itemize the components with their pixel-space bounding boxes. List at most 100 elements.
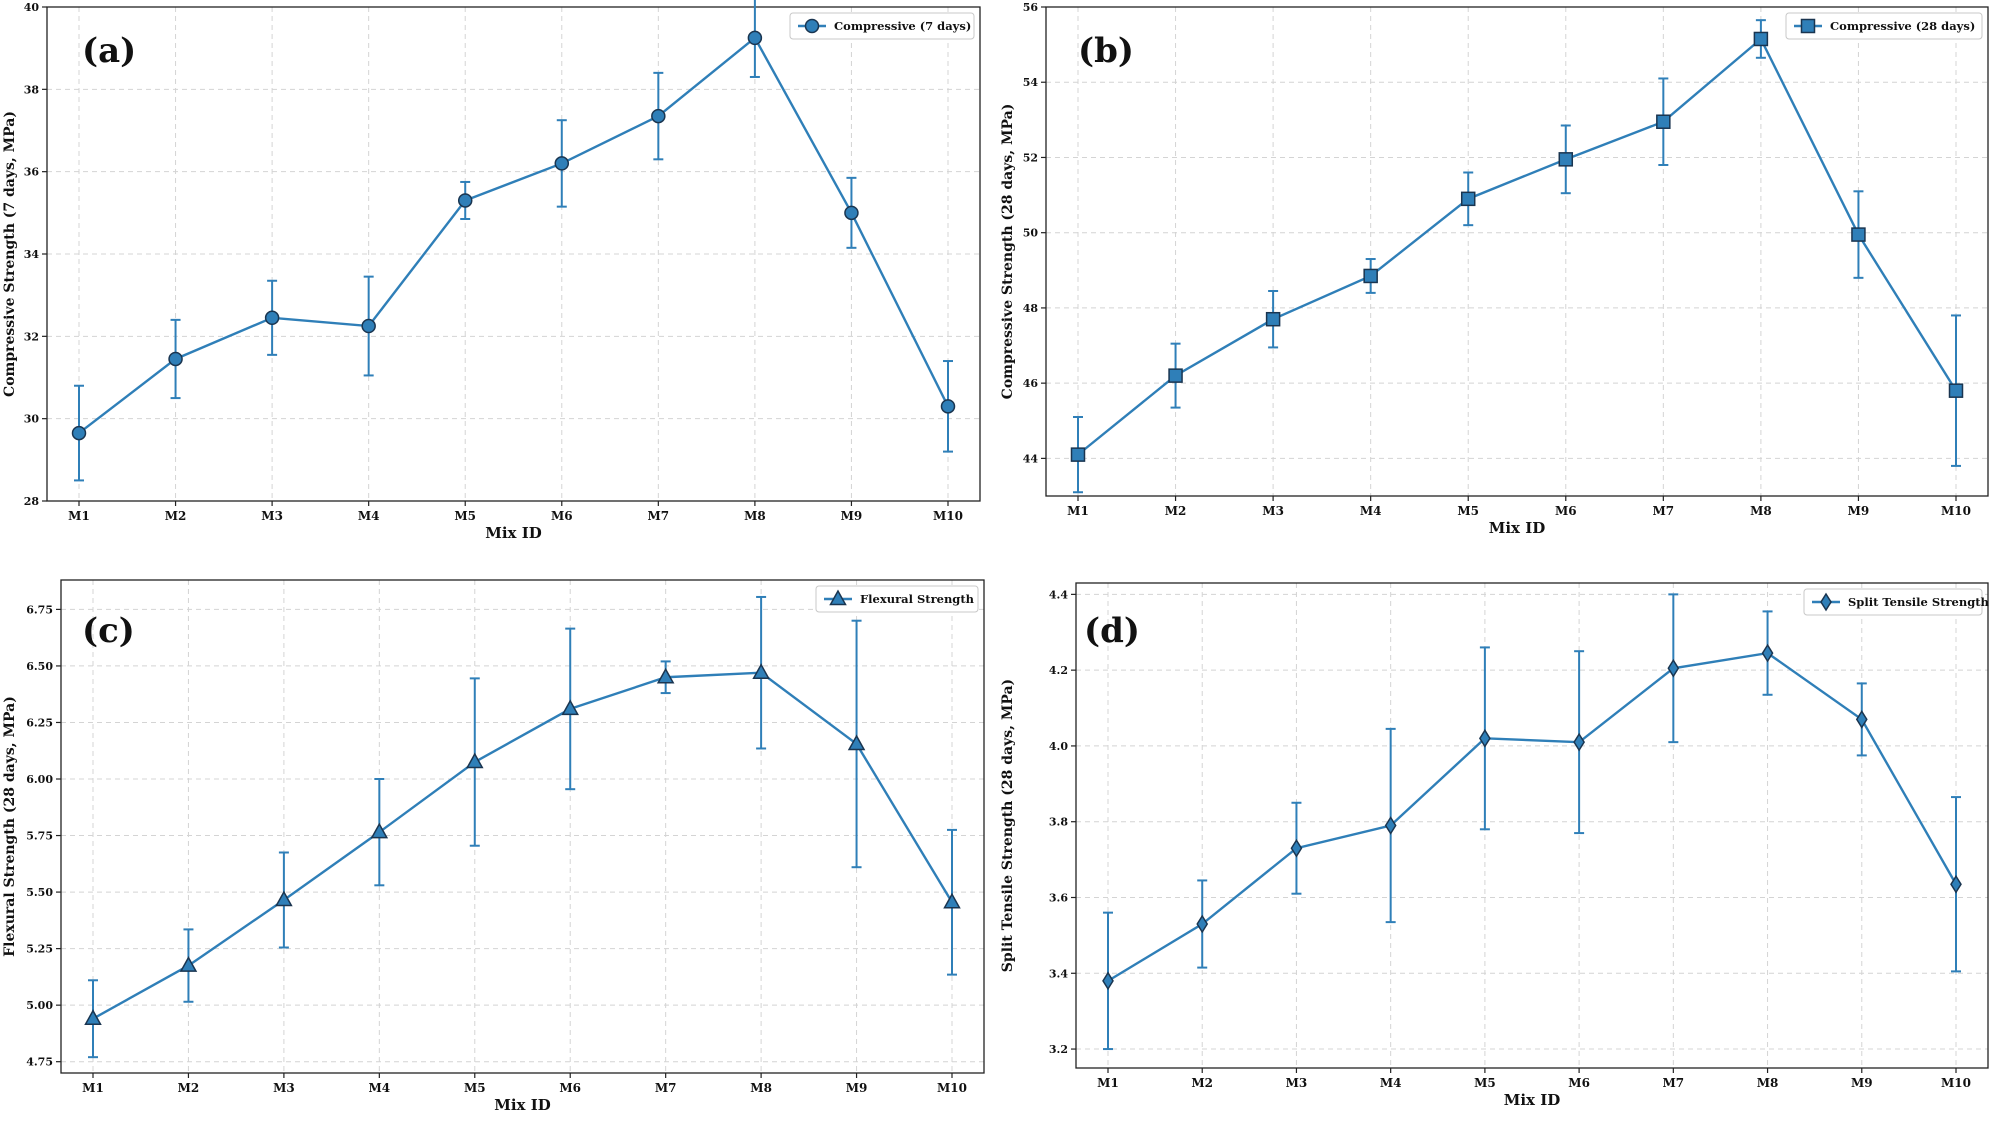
legend-box (789, 12, 975, 40)
x-tick-label: M1 (68, 509, 90, 523)
x-tick-label: M8 (750, 1081, 772, 1095)
x-tick-label: M9 (1851, 1076, 1873, 1090)
y-axis-ticks: 4.75 5.00 5.25 5.50 5.75 6.00 6.25 6.50 6.75 (26, 603, 61, 1069)
x-tick-label: M10 (1941, 1076, 1971, 1090)
data-point-marker (1820, 592, 1832, 612)
panel-label: (d) (1084, 611, 1140, 651)
x-tick-label: M6 (551, 509, 573, 523)
grid-lines (47, 6, 980, 502)
y-axis-ticks: 44 46 48 50 52 54 56 (1023, 1, 1046, 465)
data-point-marker (179, 956, 198, 972)
y-tick-label: 54 (1023, 76, 1039, 89)
legend-box (1785, 12, 1983, 40)
x-tick-label: M4 (358, 509, 380, 523)
legend-label: Compressive (28 days) (1830, 19, 1975, 33)
plot-frame (1075, 582, 1989, 1069)
x-axis-ticks: M1 M2 M3 M4 M5 M6 M7 M8 M9 M10 (1097, 1068, 1971, 1090)
data-point-marker (264, 310, 280, 326)
y-tick-label: 34 (24, 248, 40, 261)
y-tick-label: 38 (24, 83, 40, 96)
x-tick-label: M2 (1191, 1076, 1213, 1090)
x-tick-label: M7 (1663, 1076, 1685, 1090)
data-point-marker (1851, 227, 1866, 242)
x-tick-label: M3 (261, 509, 283, 523)
data-point-marker (943, 892, 961, 909)
x-tick-label: M8 (1750, 504, 1772, 518)
data-point-markers (1102, 643, 1962, 991)
x-tick-label: M2 (178, 1081, 200, 1095)
data-point-marker (466, 752, 484, 769)
y-tick-label: 56 (1023, 1, 1039, 14)
y-tick-label: 40 (24, 1, 40, 14)
data-point-marker (844, 205, 859, 221)
plot-frame (1045, 6, 1989, 497)
data-point-marker (1573, 732, 1585, 752)
x-tick-label: M8 (1757, 1076, 1779, 1090)
data-point-marker (1761, 643, 1774, 663)
data-point-marker (1102, 971, 1114, 991)
chart-panel-b: 44 46 48 50 52 54 56 M1 M2 M3 M4 M5 M6 M7 M8 M9 M10 Mix I… (998, 0, 1996, 560)
data-point-marker (940, 399, 956, 414)
data-point-marker (1290, 838, 1303, 858)
legend: Flexural Strength (815, 585, 979, 613)
x-tick-label: M2 (1165, 504, 1187, 518)
grid-lines (61, 580, 984, 1073)
chart-svg: 3.23.43.63.84.04.24.4M1 M2 M3 M4 M5 M6 M7 M8 M9 M… (1000, 582, 1990, 1109)
data-point-marker (1950, 874, 1962, 894)
x-tick-label: M8 (744, 509, 766, 523)
x-tick-label: M7 (1653, 504, 1675, 518)
data-point-marker (1479, 728, 1491, 748)
data-point-marker (651, 108, 666, 124)
data-point-marker (1667, 658, 1680, 678)
x-tick-label: M5 (464, 1081, 486, 1095)
x-tick-label: M9 (841, 509, 863, 523)
y-tick-label: 3.2 (1049, 1043, 1068, 1056)
data-point-marker (1800, 18, 1816, 34)
data-point-marker (561, 699, 579, 716)
data-point-marker (1855, 709, 1868, 729)
series-line (78, 36, 950, 435)
data-point-markers (84, 663, 961, 1025)
y-tick-label: 3.4 (1049, 967, 1068, 980)
chart-svg: 4.75 5.00 5.25 5.50 5.75 6.00 6.25 6.50 6.75 M1 M2… (2, 579, 985, 1114)
data-point-marker (804, 18, 820, 34)
legend-label: Compressive (7 days) (834, 19, 971, 33)
data-point-marker (168, 351, 183, 367)
panel-label: (b) (1078, 31, 1134, 71)
y-tick-label: 50 (1023, 227, 1039, 240)
y-axis-label: Compressive Strength (7 days, MPa) (2, 111, 18, 397)
x-tick-label: M7 (648, 509, 670, 523)
chart-svg: 44 46 48 50 52 54 56 M1 M2 M3 M4 M5 M6 M7 M8 M9 M10 Mix I… (1000, 1, 1989, 537)
data-point-marker (656, 667, 675, 684)
y-axis-label: Split Tensile Strength (28 days, MPa) (1000, 679, 1016, 972)
legend: Compressive (28 days) (1785, 12, 1983, 40)
x-tick-label: M10 (1941, 504, 1971, 518)
y-tick-label: 6.00 (26, 773, 53, 786)
x-axis-label: Mix ID (1489, 519, 1546, 537)
y-tick-label: 44 (1023, 452, 1039, 465)
panel-label: (c) (82, 611, 135, 651)
data-point-marker (1196, 914, 1209, 934)
data-point-marker (1948, 383, 1964, 398)
data-point-marker (1363, 268, 1378, 284)
grid-lines (1076, 583, 1988, 1068)
y-tick-label: 6.50 (26, 660, 53, 673)
y-tick-label: 4.4 (1049, 588, 1068, 601)
data-point-marker (752, 663, 770, 679)
data-point-marker (457, 193, 473, 208)
y-tick-label: 52 (1023, 151, 1038, 164)
data-point-marker (554, 156, 570, 171)
x-tick-label: M3 (1286, 1076, 1308, 1090)
y-axis-ticks: 3.2 3.4 3.6 3.8 4.0 4.2 4.4 (1049, 588, 1076, 1056)
data-point-marker (370, 822, 389, 839)
data-point-marker (71, 425, 87, 441)
legend-box (1803, 588, 1983, 616)
chart-svg: 28 30 32 34 36 38 40 M1 M2 M3 M4 M5 M6 M7 M8 M9 M10 Mix I… (2, 0, 981, 542)
x-axis-label: Mix ID (494, 1096, 551, 1114)
x-tick-label: M1 (82, 1081, 104, 1095)
x-tick-label: M3 (1262, 504, 1284, 518)
x-tick-label: M9 (846, 1081, 868, 1095)
error-bars (74, 0, 953, 482)
y-tick-label: 32 (24, 330, 39, 343)
